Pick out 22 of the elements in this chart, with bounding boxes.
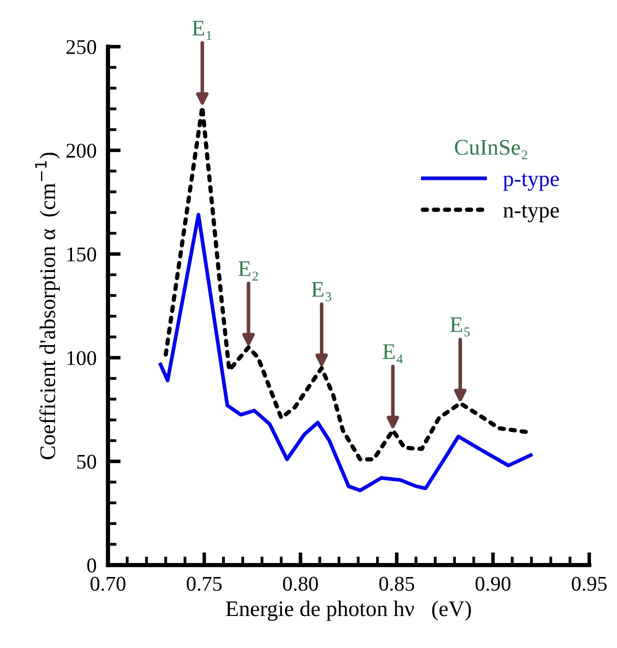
x-tick-label: 0.90	[476, 576, 510, 591]
x-tick-label: 0.75	[186, 576, 222, 591]
legend-label: n-type	[503, 205, 559, 222]
x-tick-label: 0.85	[379, 576, 414, 591]
x-axis-title: Energie de photon hν (eV)	[226, 600, 471, 621]
y-tick-label: 50	[77, 454, 96, 469]
y-tick-label: 0	[87, 558, 96, 572]
y-tick-label: 100	[67, 351, 96, 366]
x-tick-label: 0.95	[572, 576, 607, 591]
legend-label: p-type	[503, 174, 559, 191]
x-tick-label: 0.80	[283, 576, 318, 591]
annotation: E₂	[238, 261, 258, 280]
annotation: E₁	[192, 20, 212, 40]
annotation: E₃	[312, 282, 332, 302]
y-tick-label: 200	[66, 144, 96, 158]
y-axis-title: Coefficient d'absorption α (cm$^{−1}$)	[35, 152, 60, 460]
y-tick-label: 250	[66, 40, 96, 54]
annotation: E₄	[382, 344, 403, 364]
x-tick-label: 0.70	[90, 576, 126, 591]
annotation: E₅	[450, 317, 470, 336]
y-tick-label: 150	[67, 247, 96, 262]
legend-title: CuInSe₂	[454, 140, 528, 160]
